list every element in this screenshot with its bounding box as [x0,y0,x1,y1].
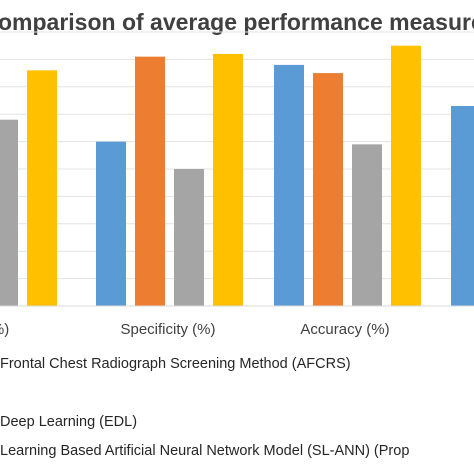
x-tick-label: Accuracy (%) [300,321,389,338]
bar-series3-cat3 [352,144,382,306]
legend-entry-afcrs: Frontal Chest Radiograph Screening Metho… [0,356,351,372]
x-tick-labels: ity (%) Specificity (%) Accuracy (%) [0,321,390,338]
legend-entry-edl: Deep Learning (EDL) [0,414,138,430]
bar-series1-cat4 [451,105,474,306]
x-tick-label: ity (%) [0,321,9,338]
bar-series1-cat2 [96,141,126,306]
bar-series2-cat2 [135,56,165,306]
x-tick-label: Specificity (%) [120,321,215,338]
bar-series1-cat3 [274,64,304,306]
bar-series4-cat1 [27,70,57,306]
bar-series4-cat2 [213,53,243,306]
bar-series3-cat1 [0,119,18,307]
bar-series4-cat3 [391,45,421,306]
bar-series2-cat3 [313,73,343,306]
bar-series3-cat2 [174,169,204,306]
bars [0,45,474,307]
chart-title: omparison of average performance measure [0,9,474,35]
legend-entry-sl-ann: Learning Based Artificial Neural Network… [0,443,410,459]
